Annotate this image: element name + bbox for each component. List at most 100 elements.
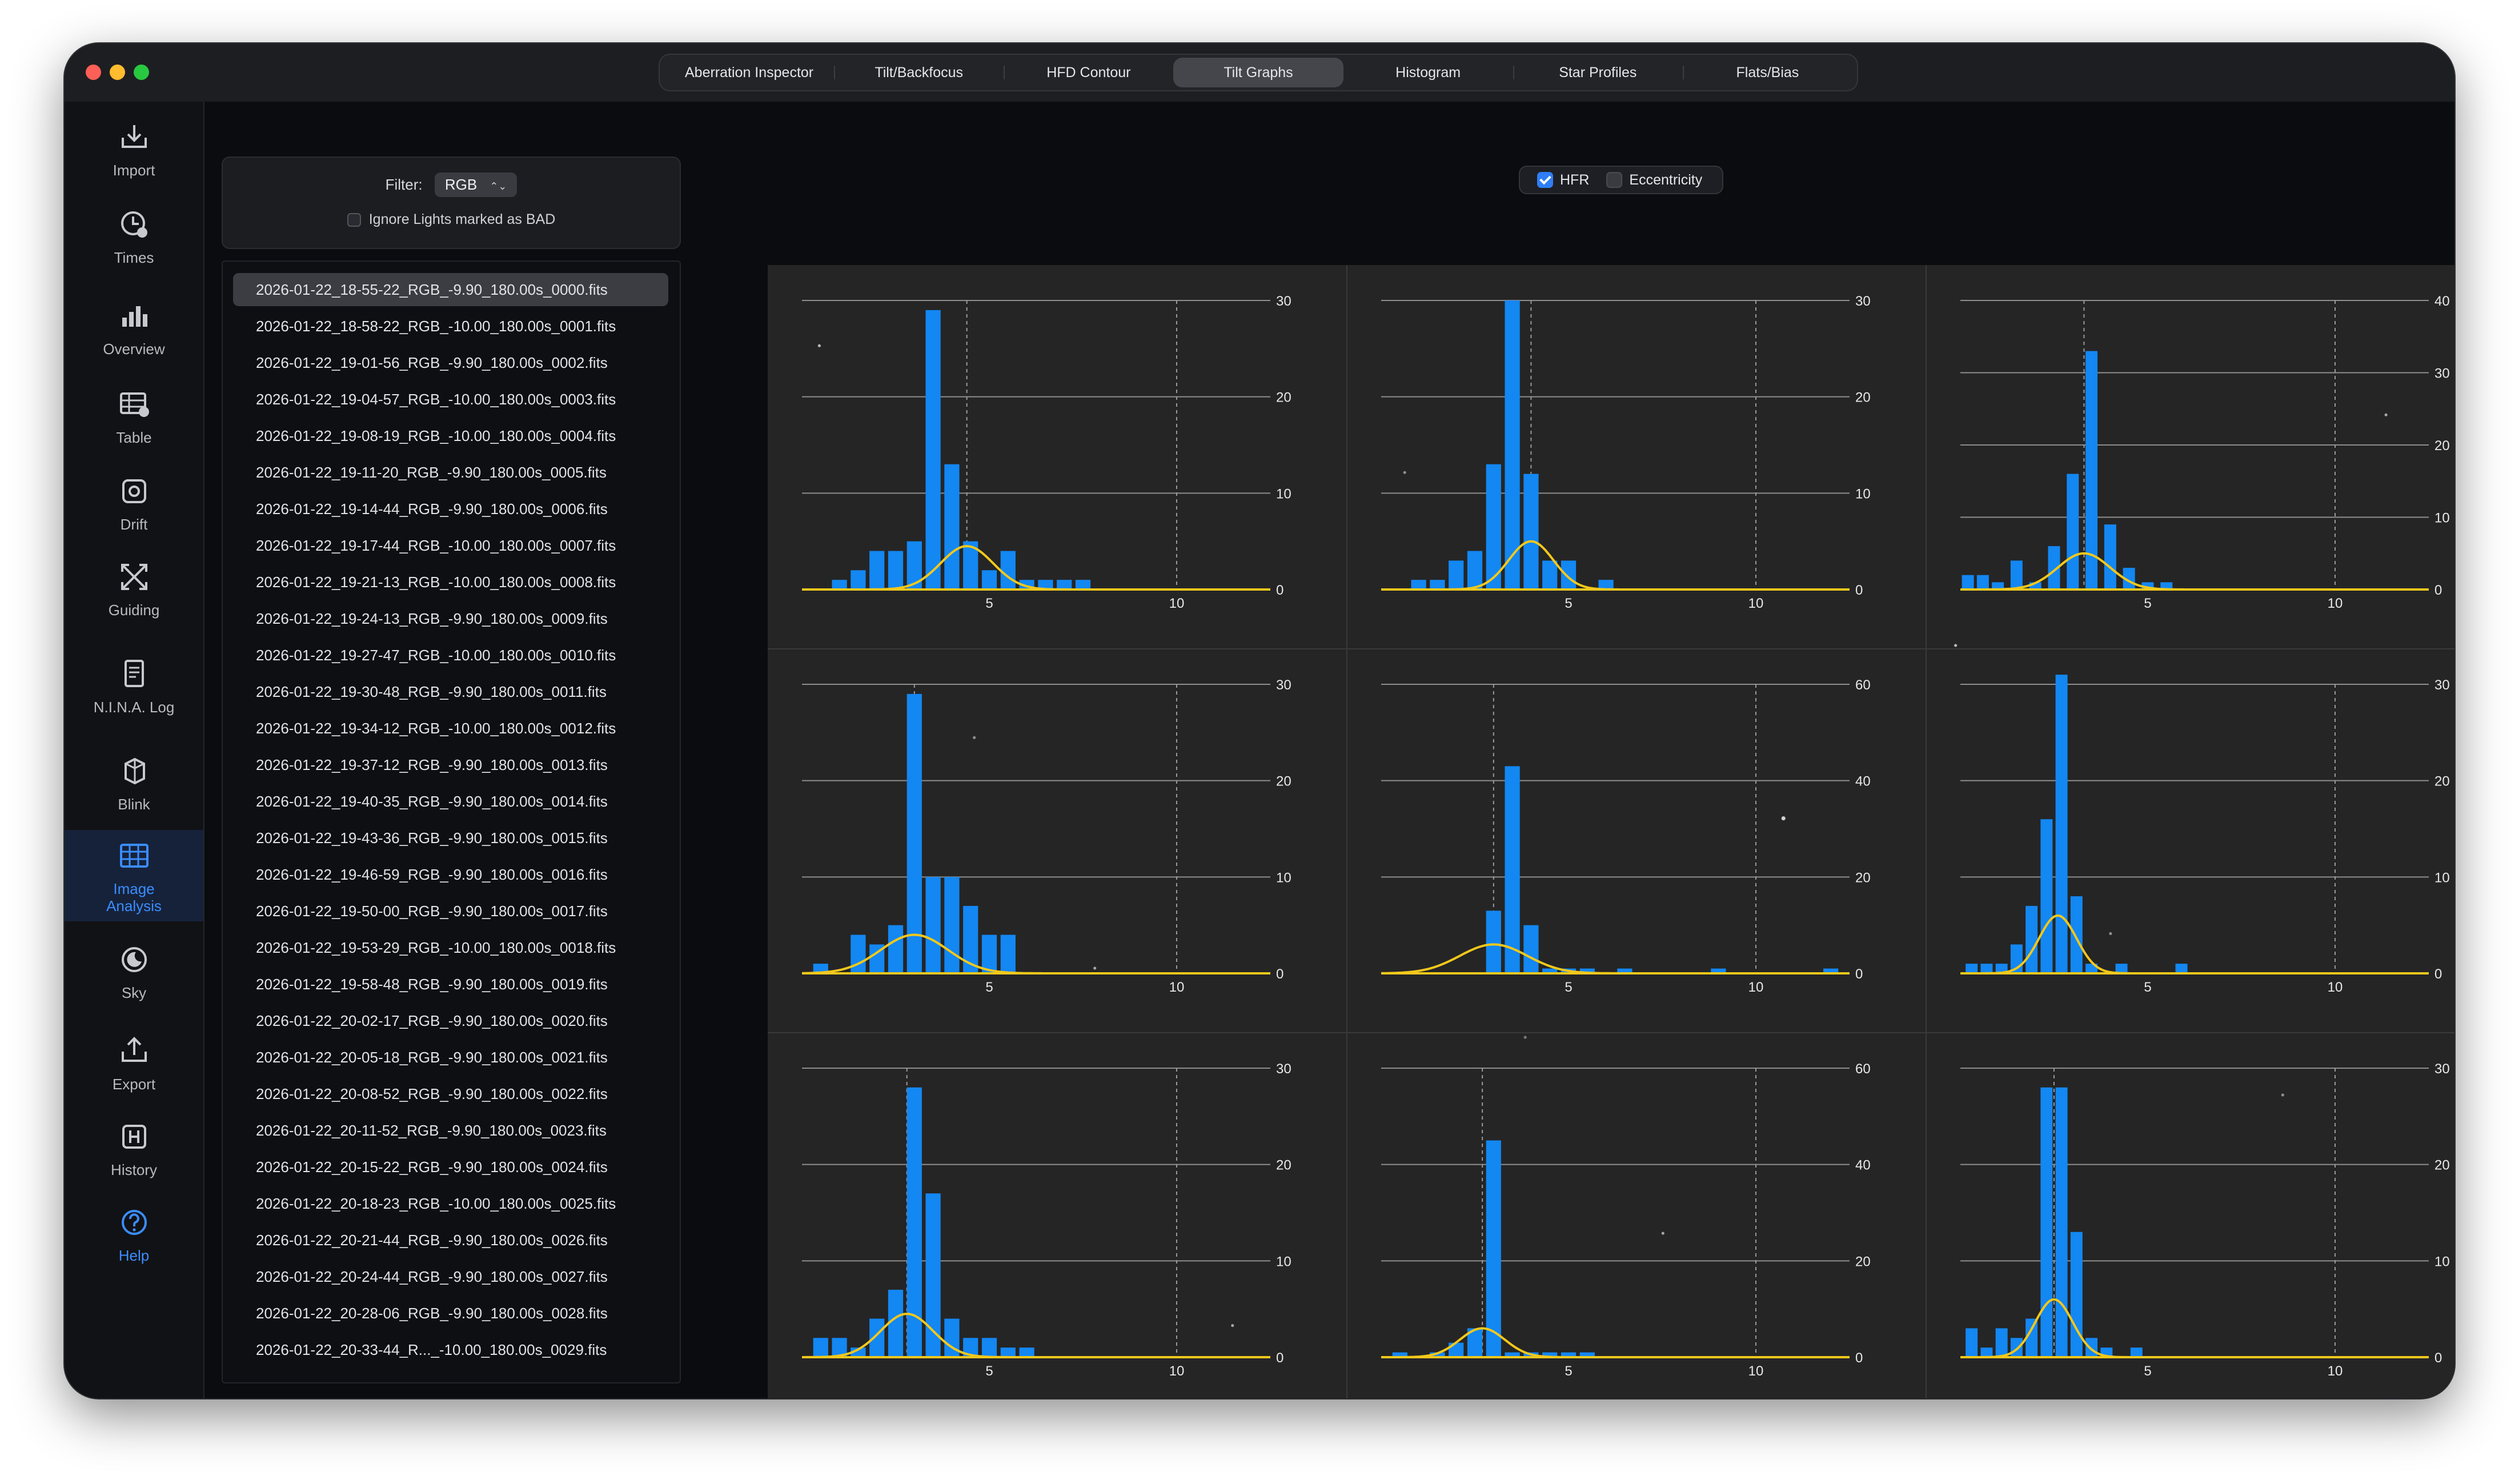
- file-list-item[interactable]: 2026-01-22_19-24-13_RGB_-9.90_180.00s_00…: [256, 610, 608, 627]
- file-list-item[interactable]: 2026-01-22_20-33-44_R..._-10.00_180.00s_…: [256, 1341, 607, 1358]
- tab-hfd-contour[interactable]: HFD Contour: [1004, 58, 1173, 87]
- y-tick-label: 20: [1855, 390, 1871, 406]
- histogram-bar: [1579, 968, 1595, 973]
- file-list-item[interactable]: 2026-01-22_19-17-44_RGB_-10.00_180.00s_0…: [256, 537, 616, 554]
- file-list-item[interactable]: 2026-01-22_20-28-06_RGB_-9.90_180.00s_00…: [256, 1305, 608, 1322]
- sidebar-item-table[interactable]: Table: [65, 370, 203, 462]
- y-tick-label: 10: [2434, 870, 2450, 885]
- file-list-item[interactable]: 2026-01-22_20-15-22_RGB_-9.90_180.00s_00…: [256, 1158, 608, 1176]
- histogram-bar: [2048, 546, 2060, 589]
- sidebar-item-guiding[interactable]: Guiding: [65, 543, 203, 634]
- file-list-item[interactable]: 2026-01-22_19-37-12_RGB_-9.90_180.00s_00…: [256, 756, 608, 773]
- histogram-bar: [1449, 560, 1464, 589]
- y-tick-label: 0: [1855, 583, 1863, 598]
- tab-histogram[interactable]: Histogram: [1395, 64, 1461, 81]
- tab-tilt-graphs[interactable]: Tilt Graphs: [1173, 58, 1343, 87]
- histogram-bar: [888, 1289, 904, 1357]
- file-list-item[interactable]: 2026-01-22_20-02-17_RGB_-9.90_180.00s_00…: [256, 1012, 608, 1029]
- sidebar-item-help[interactable]: Help: [65, 1188, 203, 1280]
- file-list-item[interactable]: 2026-01-22_20-24-44_RGB_-9.90_180.00s_00…: [256, 1268, 608, 1285]
- sidebar-item-drift[interactable]: Drift: [65, 457, 203, 548]
- file-list-item[interactable]: 2026-01-22_20-18-23_RGB_-10.00_180.00s_0…: [256, 1195, 616, 1212]
- file-list-item[interactable]: 2026-01-22_19-30-48_RGB_-9.90_180.00s_00…: [256, 683, 607, 700]
- file-list-item[interactable]: 2026-01-22_19-34-12_RGB_-10.00_180.00s_0…: [256, 720, 616, 737]
- x-tick-label: 5: [1565, 980, 1572, 995]
- ignore-bad-checkbox[interactable]: [347, 213, 361, 227]
- filter-select-value: RGB: [444, 176, 478, 193]
- tab-aberration-inspector[interactable]: Aberration Inspector: [685, 64, 814, 81]
- histogram-bar: [1019, 1347, 1034, 1357]
- hfr-label: HFR: [1560, 171, 1590, 188]
- file-list-item[interactable]: 2026-01-22_19-21-13_RGB_-10.00_180.00s_0…: [256, 573, 616, 591]
- sidebar-item-export[interactable]: Export: [65, 1017, 203, 1108]
- eccentricity-checkbox[interactable]: [1606, 172, 1623, 188]
- file-list-item[interactable]: 2026-01-22_19-08-19_RGB_-10.00_180.00s_0…: [256, 427, 616, 444]
- y-tick-label: 20: [2434, 774, 2450, 789]
- y-tick-label: 20: [1276, 390, 1291, 406]
- file-list-item[interactable]: 2026-01-22_19-40-35_RGB_-9.90_180.00s_00…: [256, 793, 608, 810]
- file-list-item[interactable]: 2026-01-22_20-08-52_RGB_-9.90_180.00s_00…: [256, 1085, 608, 1102]
- sidebar-item-times[interactable]: Times: [65, 190, 203, 282]
- tab-star-profiles[interactable]: Star Profiles: [1513, 58, 1683, 87]
- tilt-graph-bottom-right: 0 10 20 30 5 10: [1926, 1032, 2454, 1398]
- x-tick-label: 10: [1748, 1363, 1764, 1379]
- histogram-bar: [2070, 896, 2083, 973]
- histogram-bar: [2010, 1338, 2023, 1357]
- y-tick-label: 30: [2434, 1061, 2450, 1077]
- gaussian-fit-curve: [1960, 552, 2429, 591]
- file-list-item[interactable]: 2026-01-22_19-14-44_RGB_-9.90_180.00s_00…: [256, 500, 608, 518]
- file-list-item[interactable]: 2026-01-22_19-50-00_RGB_-9.90_180.00s_00…: [256, 903, 608, 920]
- file-list-item[interactable]: 2026-01-22_19-53-29_RGB_-10.00_180.00s_0…: [256, 939, 616, 956]
- histogram-bar: [1992, 582, 2004, 589]
- zoom-window-button[interactable]: [134, 65, 149, 80]
- y-tick-label: 40: [1855, 774, 1871, 789]
- sidebar-item-image-analysis[interactable]: Image Analysis: [65, 830, 203, 921]
- sidebar-item-sky[interactable]: Sky: [65, 925, 203, 1017]
- file-list-item[interactable]: 2026-01-22_20-11-52_RGB_-9.90_180.00s_00…: [256, 1122, 607, 1139]
- file-list-item[interactable]: 2026-01-22_19-43-36_RGB_-9.90_180.00s_00…: [256, 829, 608, 847]
- tilt-graph-middle-right: 0 10 20 30 5 10: [1926, 648, 2454, 1033]
- file-list-item[interactable]: 2026-01-22_20-21-44_RGB_-9.90_180.00s_00…: [256, 1232, 608, 1249]
- file-list-item[interactable]: 2026-01-22_18-58-22_RGB_-10.00_180.00s_0…: [256, 318, 616, 335]
- filter-select[interactable]: RGB ⌃⌄: [434, 173, 518, 197]
- file-list: 2026-01-22_18-55-22_RGB_-9.90_180.00s_00…: [222, 260, 681, 1383]
- file-list-item[interactable]: 2026-01-22_18-55-22_RGB_-9.90_180.00s_00…: [233, 273, 668, 306]
- y-tick-label: 20: [1276, 774, 1291, 789]
- file-list-item[interactable]: 2026-01-22_19-11-20_RGB_-9.90_180.00s_00…: [256, 464, 607, 481]
- sidebar-item-import[interactable]: Import: [65, 103, 203, 194]
- analysis-tab-bar: Aberration Inspector Tilt/Backfocus HFD Co…: [659, 54, 1858, 91]
- tab-flats-bias[interactable]: Flats/Bias: [1682, 58, 1852, 87]
- histogram-bar: [2175, 964, 2188, 973]
- sidebar-item-label: Image Analysis: [106, 880, 162, 915]
- histogram-bar: [2085, 351, 2098, 589]
- y-tick-label: 30: [1276, 677, 1291, 693]
- file-list-item[interactable]: 2026-01-22_19-04-57_RGB_-10.00_180.00s_0…: [256, 391, 616, 408]
- filter-row: Filter: RGB ⌃⌄: [223, 173, 680, 197]
- y-tick-label: 0: [2434, 1350, 2442, 1366]
- sidebar-item-history[interactable]: History: [65, 1102, 203, 1194]
- sidebar-item-overview[interactable]: Overview: [65, 282, 203, 373]
- file-list-item[interactable]: 2026-01-22_19-01-56_RGB_-9.90_180.00s_00…: [256, 354, 608, 371]
- file-list-item[interactable]: 2026-01-22_19-46-59_RGB_-9.90_180.00s_00…: [256, 866, 608, 883]
- close-window-button[interactable]: [86, 65, 101, 80]
- sidebar-item-n-i-n-a-log[interactable]: N.I.N.A. Log: [65, 640, 203, 731]
- histogram-bar: [2104, 524, 2116, 589]
- histogram-bar: [1486, 464, 1501, 589]
- y-tick-label: 0: [2434, 583, 2442, 598]
- file-list-item[interactable]: 2026-01-22_19-58-48_RGB_-9.90_180.00s_00…: [256, 976, 608, 993]
- histogram-bar: [981, 1338, 997, 1357]
- sidebar-item-blink[interactable]: Blink: [65, 737, 203, 828]
- histogram-bar: [1411, 580, 1426, 589]
- histogram-bar: [981, 570, 997, 589]
- file-list-item[interactable]: 2026-01-22_19-27-47_RGB_-10.00_180.00s_0…: [256, 647, 616, 664]
- file-list-item[interactable]: 2026-01-22_20-05-18_RGB_-9.90_180.00s_00…: [256, 1049, 608, 1066]
- histogram-bar: [813, 964, 828, 973]
- filter-label: Filter:: [385, 176, 423, 193]
- eccentricity-label: Eccentricity: [1629, 171, 1703, 188]
- histogram-bar: [1038, 580, 1053, 589]
- tilt-graph-grid: 0 10 20 30 5 10 0 10 20 30 5 10 0 10 20 30 40 5 10 0 10 20 30 5…: [768, 265, 2454, 1398]
- hfr-checkbox[interactable]: [1537, 172, 1553, 188]
- y-tick-label: 10: [1276, 1254, 1291, 1269]
- tab-tilt-backfocus[interactable]: Tilt/Backfocus: [834, 58, 1004, 87]
- minimize-window-button[interactable]: [110, 65, 125, 80]
